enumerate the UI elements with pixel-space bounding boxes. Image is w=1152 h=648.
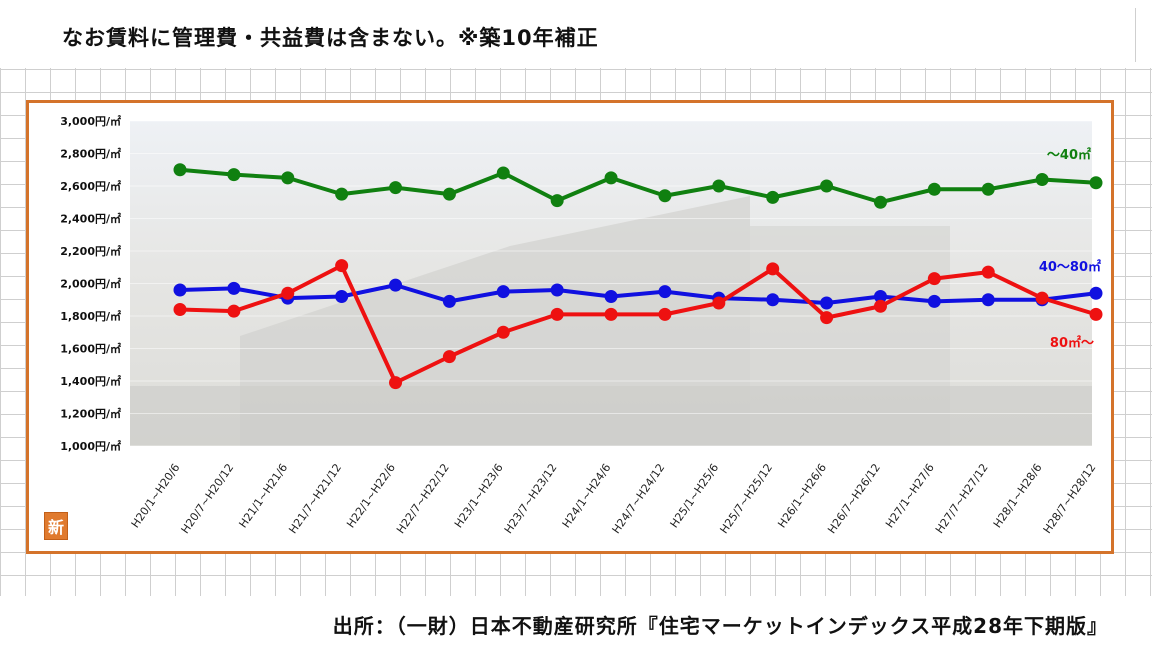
y-tick-label: 1,800円/㎡ [60, 309, 121, 323]
x-tick-label: H22/7~H22/12 [394, 461, 452, 536]
data-point [766, 262, 780, 276]
series-label-1: 40～80㎡ [1039, 259, 1101, 275]
x-tick-label: H26/7~H26/12 [825, 461, 883, 536]
data-point [658, 307, 672, 321]
y-tick-label: 1,600円/㎡ [60, 342, 121, 356]
data-point [927, 294, 941, 308]
data-point [604, 171, 618, 185]
data-point [604, 307, 618, 321]
x-tick-label: H21/7~H21/12 [286, 461, 344, 536]
series-label-2: 80㎡～ [1050, 335, 1094, 351]
data-point [496, 285, 510, 299]
y-tick-label: 2,200円/㎡ [60, 244, 121, 258]
data-point [981, 265, 995, 279]
x-tick-label: H26/1~H26/6 [775, 461, 829, 530]
data-point [1089, 307, 1103, 321]
data-point [227, 168, 241, 182]
data-point [766, 293, 780, 307]
data-point [442, 294, 456, 308]
data-point [1035, 173, 1049, 186]
y-tick-label: 2,400円/㎡ [60, 212, 121, 226]
y-tick-label: 1,000円/㎡ [60, 439, 121, 453]
rent-line-chart: 1,000円/㎡ 1,200円/㎡ 1,400円/㎡ 1,600円/㎡ 1,800円/㎡… [60, 114, 1103, 536]
x-tick-label: H21/1~H21/6 [236, 461, 290, 530]
data-point [873, 299, 887, 313]
data-point [550, 194, 564, 208]
source-text: 出所：（一財）日本不動産研究所『住宅マーケットインデックス平成28年下期版』 [332, 614, 1108, 638]
backdrop-wall [130, 386, 1092, 446]
x-tick-label: H20/1~H20/6 [129, 461, 183, 530]
y-tick-label: 2,600円/㎡ [60, 179, 121, 193]
data-point [981, 182, 995, 196]
data-point [173, 283, 187, 297]
data-point [389, 181, 403, 195]
note-text: なお賃料に管理費・共益費は含まない。※築10年補正 [62, 26, 599, 50]
x-tick-label: H22/1~H22/6 [344, 461, 398, 530]
y-tick-label: 2,800円/㎡ [60, 147, 121, 161]
data-point [820, 179, 834, 193]
data-point [604, 290, 618, 303]
y-tick-label: 1,200円/㎡ [60, 407, 121, 421]
y-tick-label: 3,000円/㎡ [60, 114, 121, 128]
data-point [335, 187, 349, 201]
y-tick-label: 1,400円/㎡ [60, 374, 121, 388]
data-point [281, 286, 295, 300]
data-point [873, 290, 887, 303]
data-point [550, 283, 564, 297]
x-tick-label: H24/1~H24/6 [560, 461, 614, 530]
data-point [658, 285, 672, 299]
data-point [1089, 176, 1103, 190]
x-tick-label: H24/7~H24/12 [610, 461, 668, 536]
data-point [1035, 291, 1049, 305]
data-point [173, 303, 187, 316]
data-point [820, 296, 834, 310]
x-tick-label: H20/7~H20/12 [179, 461, 237, 536]
series-line-0 [179, 167, 1097, 205]
x-tick-label: H25/7~H25/12 [717, 461, 775, 536]
data-point [927, 272, 941, 286]
x-tick-label: H25/1~H25/6 [668, 461, 722, 530]
data-point [712, 179, 726, 193]
data-point [766, 190, 780, 204]
x-tick-label: H27/7~H27/12 [933, 461, 991, 536]
data-point [173, 163, 187, 177]
data-point [873, 195, 887, 209]
data-point [335, 259, 349, 273]
data-point [281, 171, 295, 185]
data-point [658, 189, 672, 203]
header-band [0, 0, 1152, 68]
data-point [927, 182, 941, 196]
series-line-1 [179, 283, 1097, 305]
backdrop-building [240, 196, 750, 446]
data-point [550, 307, 564, 321]
x-tick-label: H27/1~H27/6 [883, 461, 937, 530]
header-inner [0, 8, 1136, 62]
data-point [496, 166, 510, 180]
data-point [227, 281, 241, 295]
series-line-2 [179, 263, 1097, 385]
x-tick-label: H28/7~H28/12 [1041, 461, 1099, 536]
data-point [442, 350, 456, 364]
x-tick-label: H28/1~H28/6 [991, 461, 1045, 530]
series-label-0: ～40㎡ [1047, 147, 1091, 163]
data-point [442, 187, 456, 201]
x-tick-label: H23/7~H23/12 [502, 461, 560, 536]
y-tick-label: 2,000円/㎡ [60, 277, 121, 291]
data-point [1089, 286, 1103, 300]
data-point [389, 376, 403, 390]
chart-frame: 1,000円/㎡ 1,200円/㎡ 1,400円/㎡ 1,600円/㎡ 1,800円/㎡… [26, 100, 1114, 554]
x-tick-label: H23/1~H23/6 [452, 461, 506, 530]
data-point [820, 311, 834, 325]
data-point [981, 293, 995, 307]
data-point [227, 304, 241, 318]
new-badge: 新 [44, 512, 68, 540]
data-point [389, 278, 403, 292]
footer-band [0, 596, 1152, 648]
data-point [335, 290, 349, 303]
data-point [496, 325, 510, 339]
data-point [712, 296, 726, 310]
